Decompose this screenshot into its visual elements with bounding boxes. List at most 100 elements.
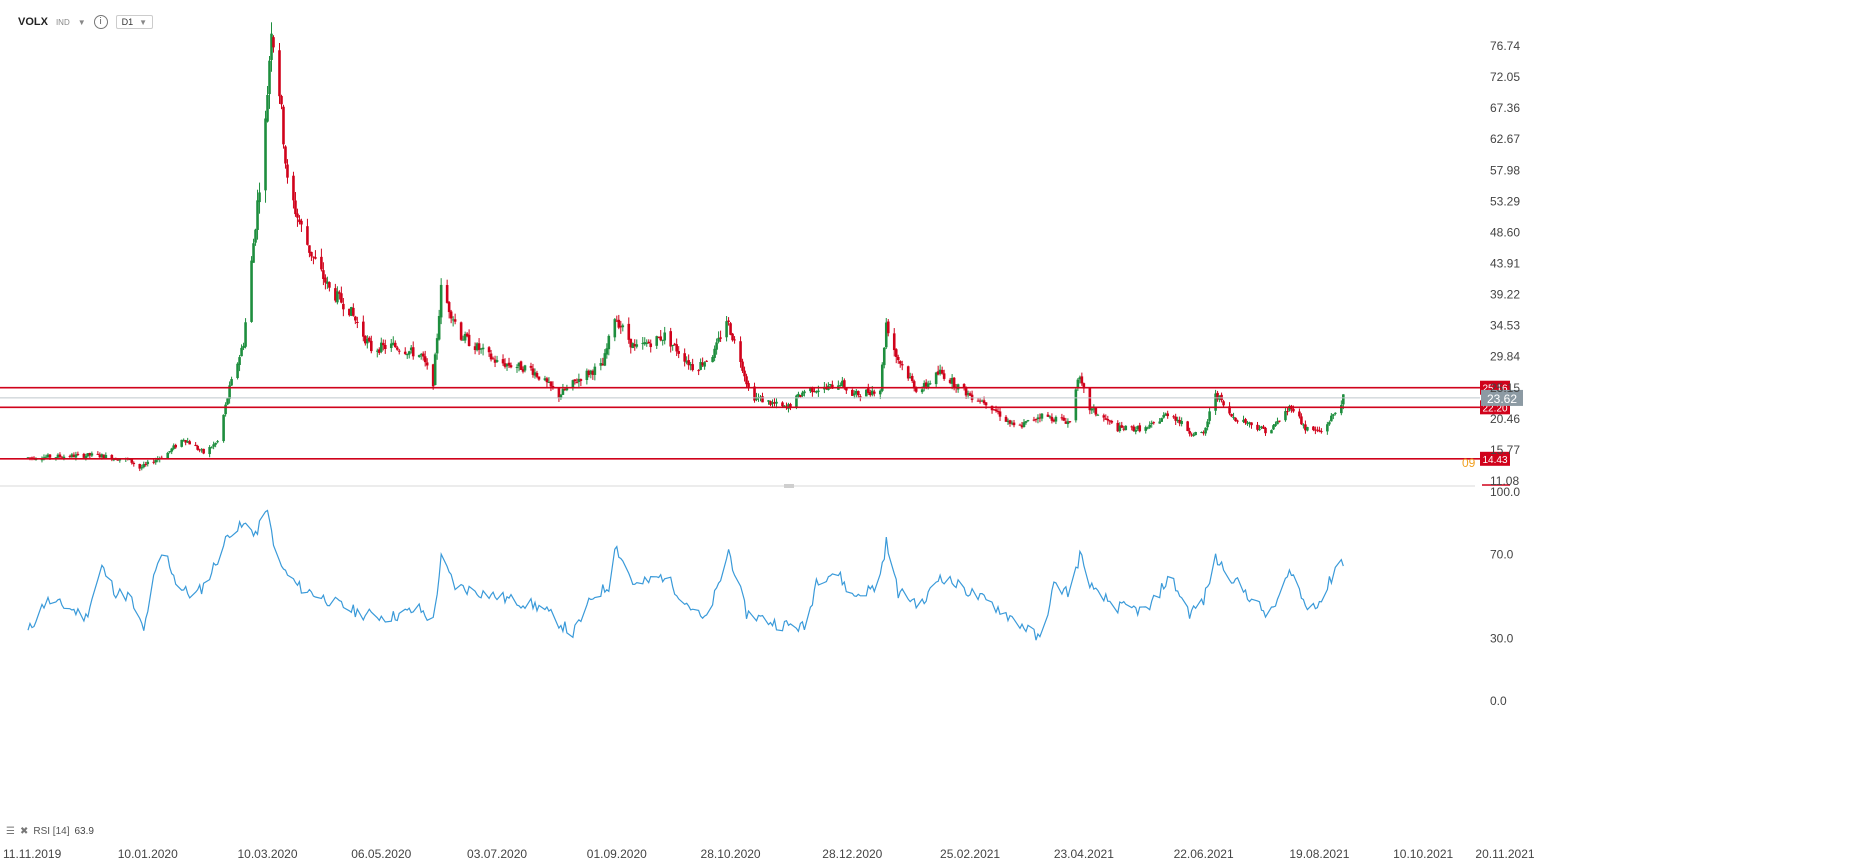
info-icon[interactable]: i bbox=[93, 15, 108, 29]
x-tick-label: 25.02.2021 bbox=[940, 847, 1000, 861]
candle-down bbox=[557, 387, 561, 398]
candle-down bbox=[421, 353, 425, 357]
candle-down bbox=[324, 277, 327, 283]
candle-down bbox=[519, 361, 523, 370]
candle-down bbox=[423, 356, 427, 363]
chevron-down-icon[interactable]: ▼ bbox=[77, 17, 86, 27]
candle-down bbox=[857, 391, 860, 396]
candle-up bbox=[1164, 413, 1167, 416]
candle-down bbox=[900, 364, 904, 366]
candle-up bbox=[439, 284, 443, 318]
candle-up bbox=[561, 388, 565, 395]
candle-down bbox=[683, 353, 686, 362]
close-icon[interactable]: ✖ bbox=[19, 826, 29, 837]
candle-down bbox=[30, 457, 34, 459]
candle-up bbox=[84, 455, 88, 459]
candle-up bbox=[950, 377, 954, 384]
chevron-down-icon: ▼ bbox=[139, 17, 148, 27]
candle-down bbox=[936, 371, 940, 375]
timeframe-select[interactable]: D1 ▼ bbox=[115, 15, 154, 29]
candle-down bbox=[292, 175, 295, 201]
candle-up bbox=[224, 404, 227, 415]
candle-down bbox=[886, 321, 890, 334]
candle-down bbox=[96, 453, 100, 455]
candle-up bbox=[1022, 422, 1026, 427]
candle-up bbox=[725, 321, 728, 338]
candle-down bbox=[1186, 421, 1189, 431]
candle-down bbox=[948, 379, 952, 383]
candle-up bbox=[589, 370, 593, 374]
candle-up bbox=[755, 397, 758, 400]
candle-up bbox=[1214, 393, 1217, 411]
candle-down bbox=[1008, 420, 1012, 424]
candle-down bbox=[573, 379, 577, 382]
candle-up bbox=[90, 453, 94, 456]
candle-up bbox=[505, 363, 509, 367]
candle-down bbox=[978, 400, 982, 402]
candle-up bbox=[715, 342, 718, 350]
candle-up bbox=[603, 353, 607, 366]
candle-up bbox=[268, 60, 271, 95]
candle-down bbox=[1298, 411, 1301, 417]
candle-up bbox=[461, 339, 465, 341]
candle-up bbox=[880, 364, 884, 391]
candle-up bbox=[1148, 424, 1152, 428]
level-tag-label: 25.16 bbox=[1482, 384, 1507, 395]
candle-down bbox=[314, 257, 317, 259]
candle-up bbox=[543, 378, 547, 381]
candle-up bbox=[146, 461, 150, 465]
candle-down bbox=[1230, 414, 1233, 417]
x-tick-label: 28.12.2020 bbox=[822, 847, 882, 861]
candle-down bbox=[601, 363, 605, 366]
price-tick-label: 20.46 bbox=[1490, 412, 1520, 426]
candle-down bbox=[102, 454, 106, 459]
candle-down bbox=[1080, 376, 1084, 384]
candle-up bbox=[1334, 412, 1337, 414]
candle-down bbox=[1110, 421, 1114, 423]
candle-up bbox=[1118, 425, 1122, 432]
candle-up bbox=[801, 392, 804, 397]
candle-up bbox=[216, 441, 219, 443]
candle-down bbox=[705, 360, 708, 362]
candle-down bbox=[1152, 422, 1156, 424]
candle-down bbox=[377, 349, 381, 353]
candle-down bbox=[198, 449, 201, 451]
x-tick-label: 10.01.2020 bbox=[118, 847, 178, 861]
candle-down bbox=[994, 409, 998, 412]
rsi-tick-label: 100.0 bbox=[1490, 485, 1520, 499]
candle-down bbox=[342, 303, 345, 310]
candle-up bbox=[264, 118, 267, 191]
candle-down bbox=[673, 343, 676, 345]
price-tick-label: 43.91 bbox=[1490, 257, 1520, 271]
price-tick-label: 39.22 bbox=[1490, 288, 1520, 302]
candle-down bbox=[1172, 416, 1175, 418]
candle-down bbox=[356, 321, 359, 324]
settings-icon[interactable]: ☰ bbox=[6, 826, 15, 837]
candle-up bbox=[593, 366, 597, 375]
candle-down bbox=[1174, 416, 1177, 421]
candle-down bbox=[393, 342, 397, 348]
candle-up bbox=[922, 383, 926, 389]
candle-up bbox=[1160, 418, 1163, 422]
candle-up bbox=[1146, 427, 1150, 429]
candle-up bbox=[775, 401, 778, 404]
candle-down bbox=[761, 396, 764, 403]
candle-down bbox=[894, 349, 898, 357]
candle-up bbox=[559, 394, 563, 399]
candle-down bbox=[896, 356, 900, 361]
candle-up bbox=[1270, 430, 1273, 434]
candle-up bbox=[645, 342, 649, 344]
candle-up bbox=[864, 389, 868, 397]
candle-up bbox=[44, 456, 48, 458]
candle-down bbox=[352, 307, 355, 316]
candle-up bbox=[920, 389, 924, 393]
candle-down bbox=[1314, 429, 1317, 431]
candle-down bbox=[615, 320, 619, 322]
price-tick-label: 67.36 bbox=[1490, 101, 1520, 115]
symbol-label[interactable]: VOLX bbox=[18, 16, 48, 28]
candle-down bbox=[1236, 420, 1239, 422]
candle-up bbox=[643, 342, 647, 345]
candle-down bbox=[1094, 407, 1098, 415]
candle-down bbox=[467, 334, 471, 347]
